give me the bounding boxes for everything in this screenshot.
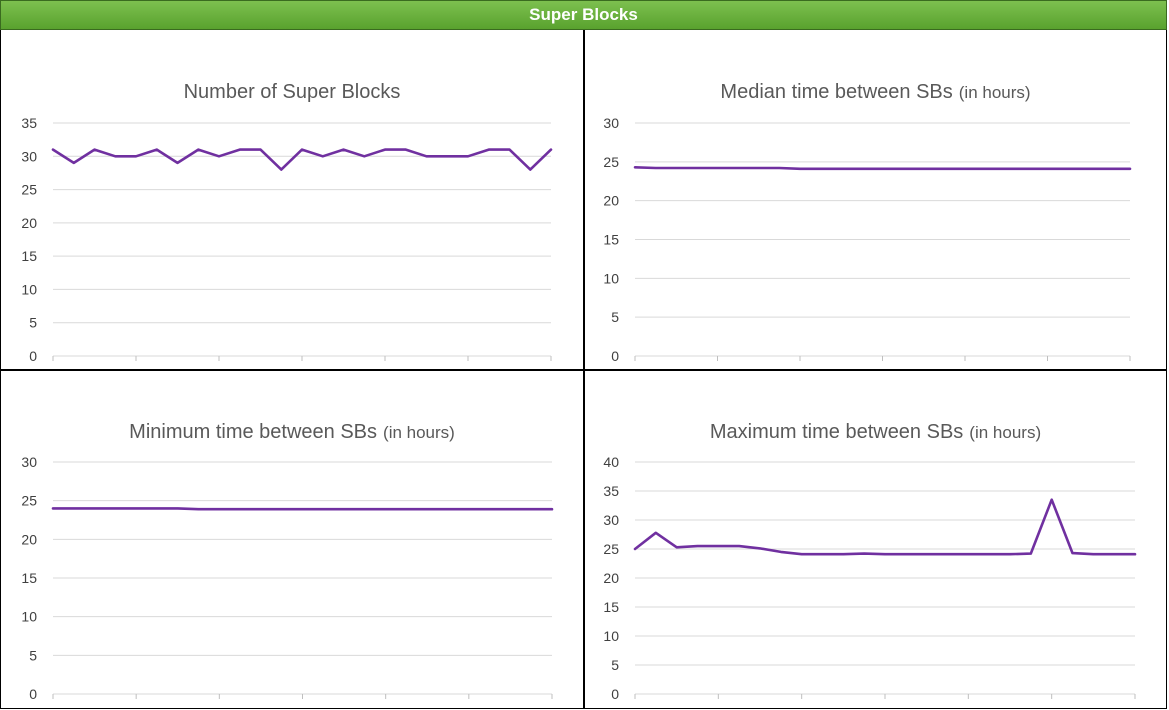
chart-title-unit: (in hours) xyxy=(959,83,1031,102)
y-tick-label: 25 xyxy=(21,493,37,509)
y-tick-label: 15 xyxy=(603,232,619,248)
y-tick-label: 5 xyxy=(611,657,619,673)
chart-title: Number of Super Blocks xyxy=(184,81,401,103)
chart-title-main: Maximum time between SBs xyxy=(710,421,963,443)
y-tick-label: 25 xyxy=(603,541,619,557)
chart-title: Maximum time between SBs (in hours) xyxy=(710,421,1041,443)
chart-title-main: Median time between SBs xyxy=(720,81,952,103)
y-tick-label: 20 xyxy=(21,215,37,231)
series-line xyxy=(51,148,553,171)
y-tick-label: 15 xyxy=(21,248,37,264)
y-tick-label: 30 xyxy=(21,148,37,164)
y-tick-label: 30 xyxy=(603,512,619,528)
chart-maximum-time: Maximum time between SBs (in hours) 0 5 10 15… xyxy=(603,421,1137,702)
y-tick-label: 25 xyxy=(21,182,37,198)
y-tick-label: 25 xyxy=(603,154,619,170)
y-tick-label: 5 xyxy=(29,647,37,663)
chart-minimum-time: Minimum time between SBs (in hours) 0 5 10 15… xyxy=(21,421,554,702)
y-tick-label: 35 xyxy=(21,115,37,131)
y-tick-label: 5 xyxy=(29,315,37,331)
y-tick-label: 10 xyxy=(21,609,37,625)
y-tick-label: 10 xyxy=(603,270,619,286)
chart-number-of-super-blocks: Number of Super Blocks05101520253035Mar/… xyxy=(21,81,553,364)
y-tick-label: 30 xyxy=(603,115,619,131)
chart-panel-maximum-time: Maximum time between SBs (in hours) 0 5 10 15… xyxy=(585,371,1166,707)
dashboard-grid: Number of Super Blocks05101520253035Mar/… xyxy=(0,30,1167,709)
chart-panel-median-time: Median time between SBs (in hours) 0 5 10 15 2… xyxy=(585,30,1166,369)
y-tick-label: 10 xyxy=(603,628,619,644)
page-header: Super Blocks xyxy=(0,0,1167,30)
y-tick-label: 15 xyxy=(603,599,619,615)
series-line xyxy=(633,166,1132,171)
series-line xyxy=(51,507,554,511)
horizontal-divider xyxy=(1,369,1166,371)
chart-title-unit: (in hours) xyxy=(383,423,455,442)
y-tick-label: 15 xyxy=(21,570,37,586)
y-tick-label: 35 xyxy=(603,483,619,499)
y-tick-label: 0 xyxy=(29,686,37,702)
chart-median-time: Median time between SBs (in hours) 0 5 10 15 2… xyxy=(603,81,1132,364)
chart-panel-minimum-time: Minimum time between SBs (in hours) 0 5 10 15… xyxy=(1,371,583,707)
y-tick-label: 20 xyxy=(21,531,37,547)
y-tick-label: 10 xyxy=(21,281,37,297)
chart-title-main: Number of Super Blocks xyxy=(184,81,401,103)
y-tick-label: 0 xyxy=(611,686,619,702)
y-tick-label: 20 xyxy=(603,193,619,209)
chart-title-unit: (in hours) xyxy=(969,423,1041,442)
y-tick-label: 20 xyxy=(603,570,619,586)
y-tick-label: 40 xyxy=(603,454,619,470)
series-line xyxy=(633,498,1137,556)
y-tick-label: 0 xyxy=(611,348,619,364)
chart-panel-number-of-super-blocks: Number of Super Blocks05101520253035Mar/… xyxy=(1,30,583,369)
y-tick-label: 5 xyxy=(611,309,619,325)
chart-title: Median time between SBs (in hours) xyxy=(720,81,1030,103)
chart-title: Minimum time between SBs (in hours) xyxy=(129,421,455,443)
header-title: Super Blocks xyxy=(529,5,638,24)
chart-title-main: Minimum time between SBs xyxy=(129,421,377,443)
y-tick-label: 30 xyxy=(21,454,37,470)
y-tick-label: 0 xyxy=(29,348,37,364)
